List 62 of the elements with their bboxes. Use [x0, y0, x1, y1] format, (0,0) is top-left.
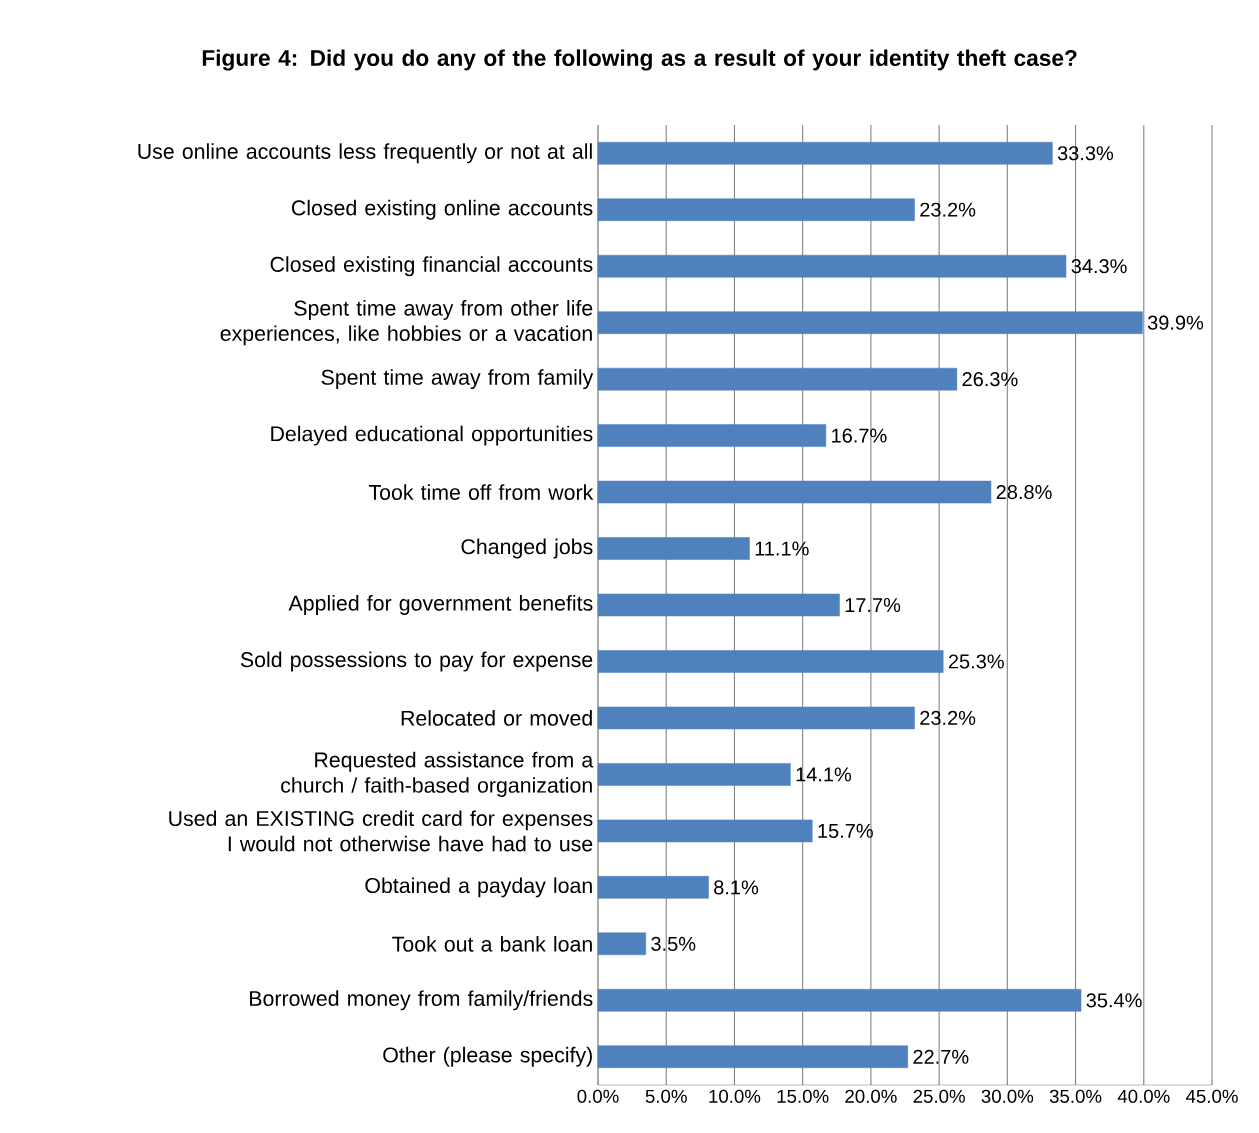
bar	[597, 141, 1053, 165]
chart-title: Figure 4: Did you do any of the following as a result of your identity theft case?	[202, 49, 1077, 71]
y-tick-label: Changed jobs	[461, 538, 593, 559]
x-tick-label: 35.0%	[1049, 1089, 1102, 1103]
data-label: 39.9%	[1147, 315, 1204, 330]
y-tick-label: Took out a bank loan	[392, 936, 592, 952]
bar	[597, 480, 992, 504]
data-label: 3.5%	[651, 936, 696, 951]
x-tick-label: 45.0%	[1185, 1089, 1238, 1103]
x-tick-label: 25.0%	[913, 1089, 965, 1103]
y-tick-label: Sold possessions to pay for expense	[240, 651, 593, 672]
y-tick-label: Other (please specify)	[383, 1046, 592, 1067]
y-tick-label: Requested assistance from a church / faith-based organization	[281, 751, 594, 798]
bar	[597, 650, 944, 673]
y-tick-label: Closed existing online accounts	[291, 199, 593, 220]
y-tick-label: Use online accounts less frequently or not at all	[138, 143, 592, 164]
y-tick-label: Took time off from work	[368, 484, 594, 500]
x-tick-label: 10.0%	[709, 1089, 761, 1103]
data-label: 8.1%	[714, 880, 759, 895]
y-tick-label: Relocated or moved	[401, 710, 592, 726]
bar	[597, 198, 915, 221]
bar	[597, 1045, 908, 1069]
bar	[597, 876, 709, 899]
data-label: 15.7%	[818, 823, 873, 838]
data-label: 25.3%	[948, 654, 1004, 669]
data-label: 34.3%	[1071, 259, 1127, 274]
bar	[597, 311, 1143, 334]
x-tick-label: 15.0%	[777, 1089, 829, 1103]
bar	[597, 537, 750, 560]
data-label: 16.7%	[832, 428, 887, 443]
y-tick-label: Obtained a payday loan	[365, 877, 592, 898]
data-label: 17.7%	[845, 598, 901, 613]
y-tick-label: Borrowed money from family/friends	[250, 990, 593, 1011]
bar	[597, 932, 647, 956]
data-label: 28.8%	[996, 484, 1052, 500]
y-tick-label: Delayed educational opportunities	[271, 425, 593, 446]
x-tick-label: 20.0%	[845, 1089, 897, 1103]
data-label: 22.7%	[913, 1049, 969, 1064]
bar	[597, 593, 840, 617]
bar	[597, 989, 1082, 1012]
x-tick-label: 30.0%	[981, 1089, 1034, 1103]
y-tick-label: Spent time away from other life experiences, like hobbies or a vacation	[220, 300, 593, 346]
bar	[597, 706, 915, 730]
x-tick-label: 40.0%	[1117, 1089, 1170, 1103]
bar	[597, 254, 1067, 278]
data-label: 11.1%	[755, 541, 809, 556]
data-label: 35.4%	[1086, 993, 1142, 1008]
data-label: 23.2%	[920, 710, 976, 726]
data-label: 23.2%	[920, 202, 976, 217]
y-tick-label: Closed existing financial accounts	[270, 256, 593, 277]
bar	[597, 819, 813, 843]
y-tick-label: Spent time away from family	[321, 369, 594, 390]
bar	[597, 763, 791, 786]
bar	[597, 367, 958, 391]
x-tick-label: 5.0%	[645, 1089, 687, 1103]
bar	[597, 424, 827, 447]
data-label: 33.3%	[1057, 146, 1114, 161]
data-label: 26.3%	[962, 372, 1018, 387]
y-tick-label: Used an EXISTING credit card for expenses I would not otherwise have had to use	[169, 810, 593, 852]
y-tick-label: Applied for government benefits	[288, 595, 593, 615]
data-label: 14.1%	[796, 767, 852, 782]
x-tick-label: 0.0%	[577, 1089, 619, 1103]
